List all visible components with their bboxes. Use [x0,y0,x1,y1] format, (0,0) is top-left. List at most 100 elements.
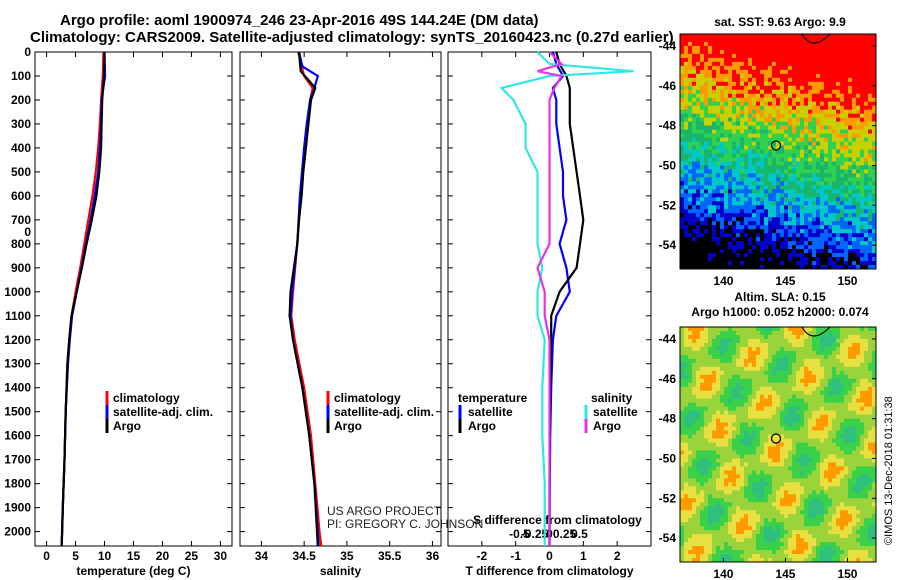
map-cell [736,458,741,463]
map-cell [800,34,805,39]
map-cell [756,249,761,254]
map-cell [688,422,693,427]
map-cell [796,45,801,51]
map-cell [808,133,813,138]
map-cell [700,261,705,266]
series-line-argo [60,51,106,547]
map-cell [824,374,829,380]
map-cell [840,330,845,336]
map-cell [764,402,769,408]
map-cell [800,81,805,87]
map-cell [768,225,773,230]
map-cell [700,382,705,388]
map-cell [800,225,805,230]
map-cell [860,153,865,158]
map-cell [820,374,825,380]
map-cell [772,137,777,142]
map-cell [856,334,861,340]
map-cell [792,145,797,150]
map-cell [864,85,869,91]
map-cell [696,213,701,218]
map-cell [848,430,853,435]
map-cell [808,386,813,392]
map-cell [688,133,693,138]
map-cell [760,117,765,123]
map-cell [748,450,753,455]
map-cell [720,374,725,380]
map-cell [824,61,829,67]
map-cell [808,45,813,51]
map-cell [840,61,845,67]
map-cell [768,125,773,130]
map-cell [792,113,797,119]
map-cell [732,458,737,463]
map-cell [820,414,825,420]
map-cell [684,398,689,404]
map-cell [768,89,773,95]
map-cell [800,49,805,55]
map-cell [760,338,765,344]
map-cell [724,450,729,455]
map-cell [788,69,793,75]
map-cell [692,350,697,356]
map-cell [848,338,853,344]
map-cell [732,327,737,332]
map-cell [748,85,753,91]
map-cell [708,137,713,142]
map-cell [852,161,857,166]
map-cell [852,221,857,226]
map-cell [752,217,757,222]
map-cell [804,410,809,416]
map-cell [712,129,717,134]
map-cell [712,378,717,384]
map-cell [696,73,701,79]
map-cell [800,177,805,182]
map-cell [744,394,749,400]
map-cell [688,85,693,91]
map-cell [820,177,825,182]
map-cell [744,362,749,368]
map-cell [828,85,833,91]
map-cell [808,141,813,146]
y-tick-label: 500 [11,165,31,179]
map-cell [752,265,757,270]
map-cell [824,253,829,258]
map-cell [748,249,753,254]
map-cell [752,438,757,443]
map-cell [700,189,705,194]
map-cell [744,358,749,364]
map-cell [844,193,849,198]
map-cell [680,253,685,258]
map-cell [824,217,829,222]
map-cell [700,426,705,431]
map-cell [868,442,873,447]
map-cell [704,197,709,202]
map-cell [868,418,873,423]
map-cell [752,121,757,127]
map-cell [848,261,853,266]
map-cell [864,121,869,127]
map-cell [700,41,705,47]
map-cell [756,89,761,95]
map-cell [744,181,749,186]
map-cell [848,205,853,210]
map-cell [868,73,873,79]
map-cell [692,358,697,364]
map-cell [824,165,829,170]
map-cell [756,458,761,463]
map-cell [828,169,833,174]
map-cell [688,57,693,63]
map-cell [828,394,833,400]
map-cell [748,237,753,242]
map-cell [812,265,817,270]
map-cell [860,137,865,142]
map-cell [776,386,781,392]
map-cell [848,402,853,408]
map-cell [788,245,793,250]
map-cell [716,366,721,372]
map-cell [736,153,741,158]
map-cell [716,245,721,250]
map-cell [856,253,861,258]
map-cell [768,213,773,218]
map-cell [804,189,809,194]
